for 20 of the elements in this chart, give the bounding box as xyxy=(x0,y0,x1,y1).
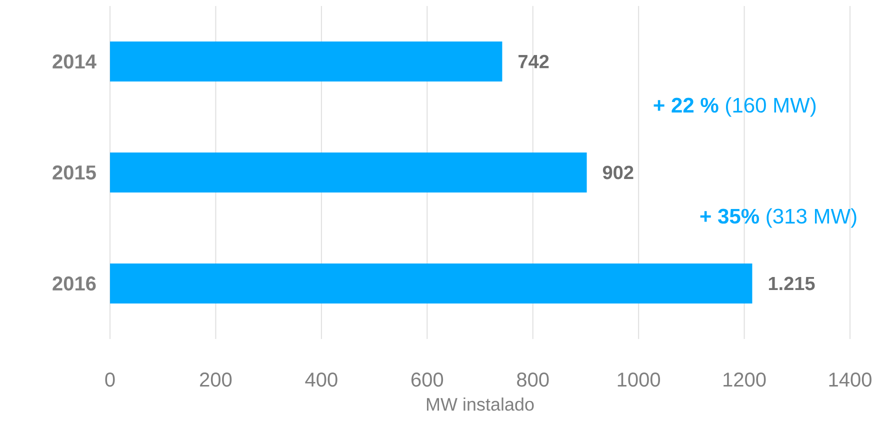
x-tick-label: 1400 xyxy=(829,372,872,387)
x-tick-label: 1200 xyxy=(724,372,766,387)
x-tick-label: 200 xyxy=(200,372,232,387)
x-tick-label: 600 xyxy=(411,372,444,387)
y-tick-label: 2014 xyxy=(52,54,96,69)
annotation: + 22 % (160 MW) xyxy=(654,97,816,117)
data-label: 1.215 xyxy=(768,276,815,290)
bar xyxy=(110,264,752,304)
x-axis-title: MW instalado xyxy=(426,398,534,411)
y-tick-label: 2016 xyxy=(52,276,96,291)
x-tick-label: 400 xyxy=(305,372,338,387)
y-tick-label: 2015 xyxy=(52,165,96,180)
bar xyxy=(110,42,502,82)
x-tick-label: 0 xyxy=(105,372,115,387)
x-tick-label: 1000 xyxy=(618,372,660,387)
x-tick-label: 800 xyxy=(517,372,549,387)
data-label: 902 xyxy=(602,166,634,180)
annotation: + 35% (313 MW) xyxy=(700,208,856,228)
bar xyxy=(110,152,587,192)
data-label: 742 xyxy=(518,54,549,68)
